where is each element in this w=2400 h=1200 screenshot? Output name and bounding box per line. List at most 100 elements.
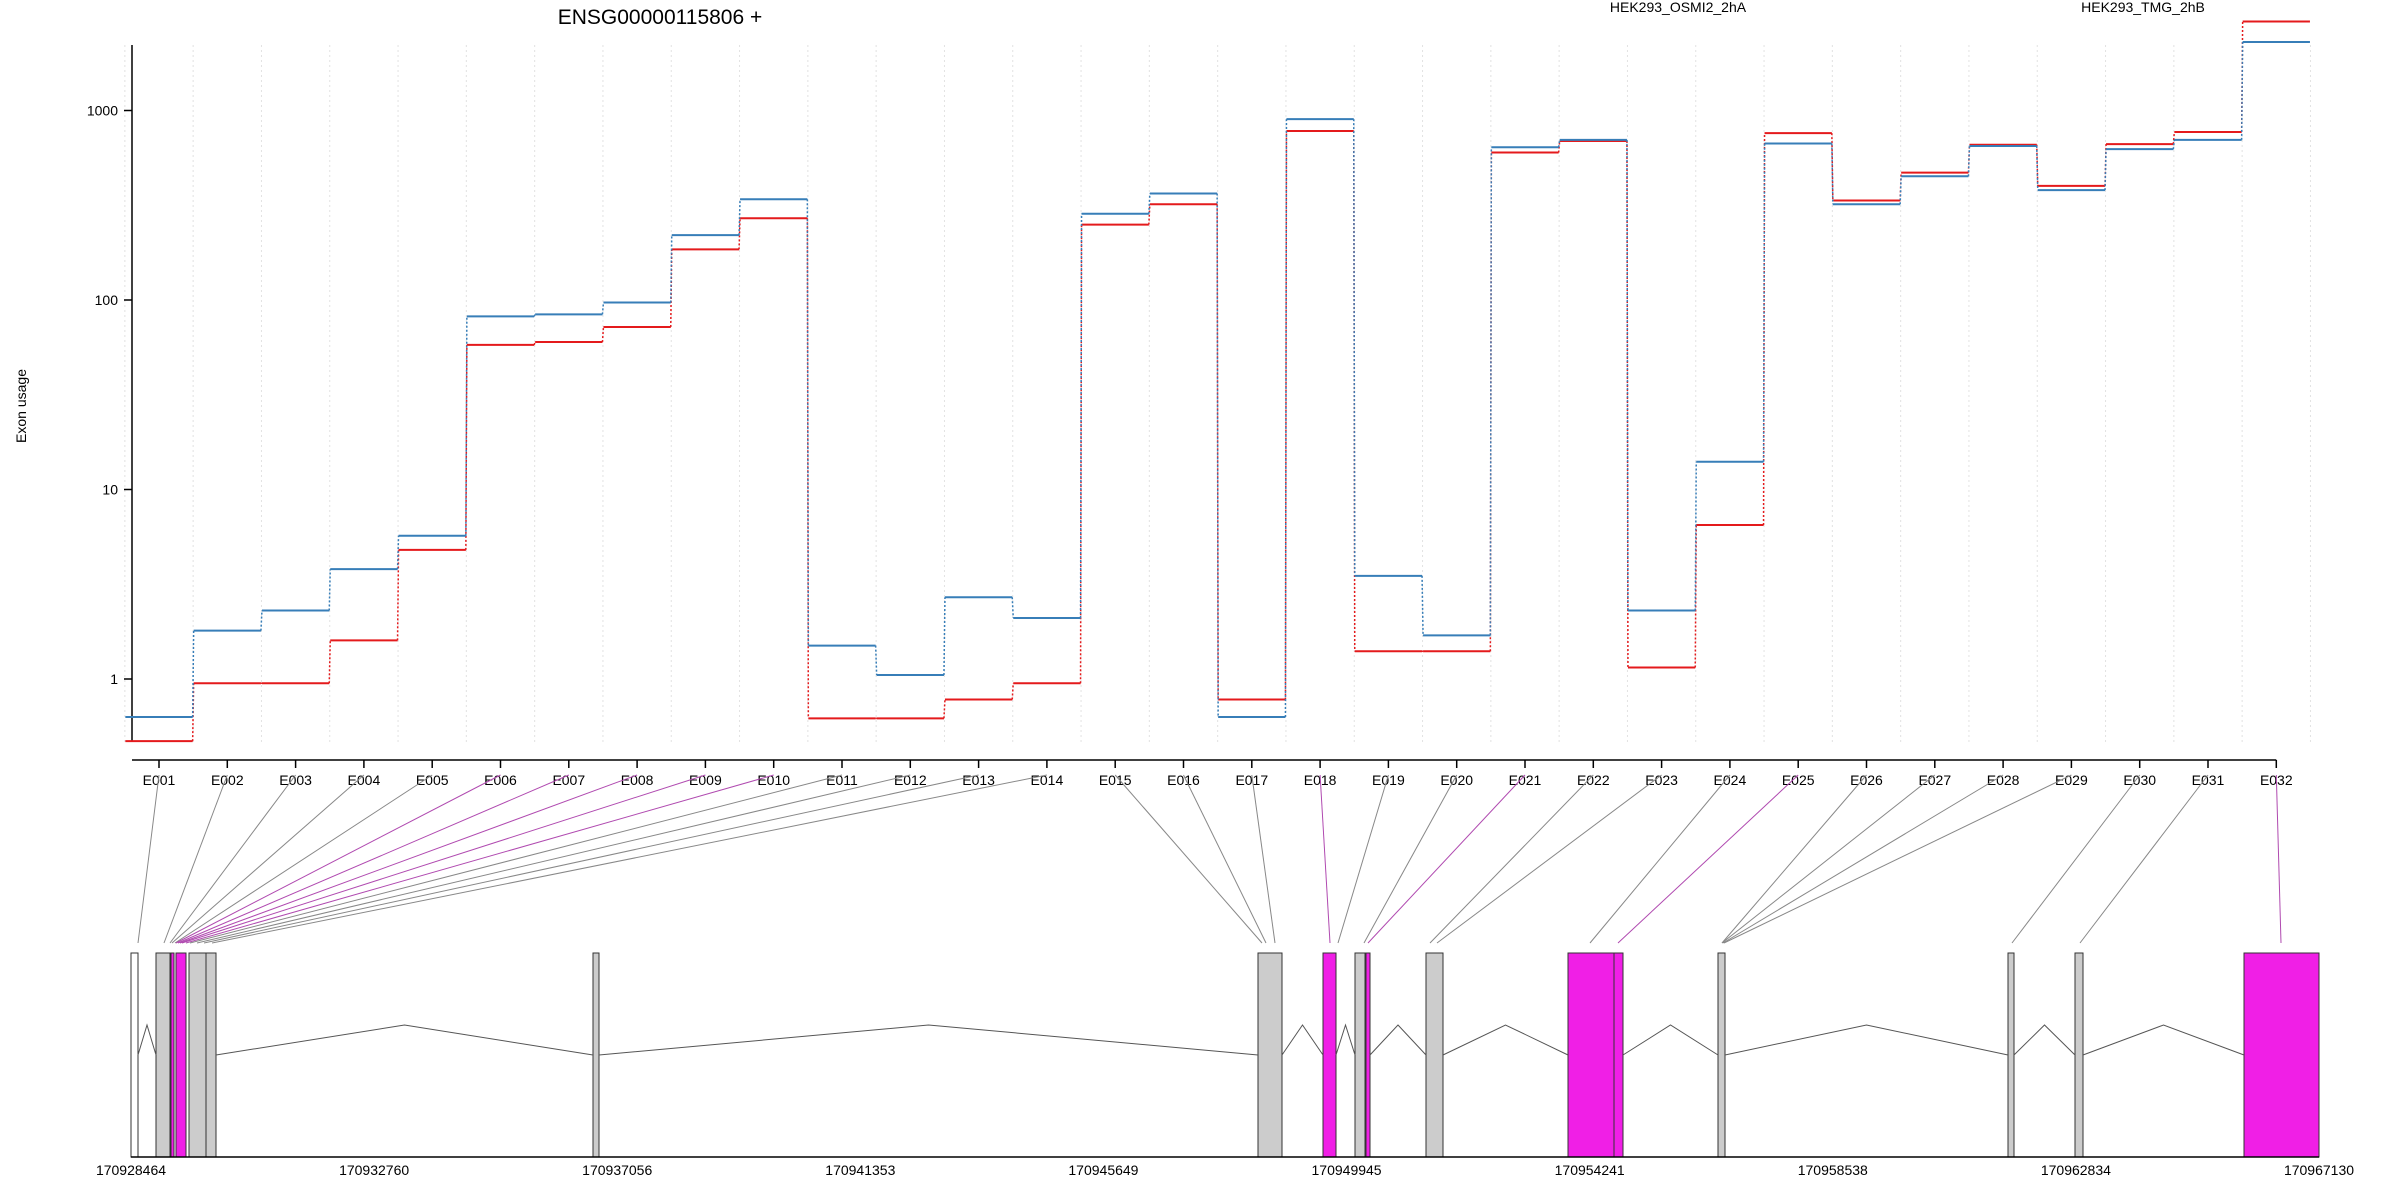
gene-model [130,952,2320,1158]
x-tick-label: E009 [689,772,722,788]
connector-segment [1489,147,1493,636]
x-tick-label: E013 [962,772,995,788]
exon-box-highlighted [2243,952,2320,1158]
genomic-tick-label: 170962834 [2041,1162,2111,1178]
connector-segment [601,302,605,315]
connector-segment [533,314,536,317]
x-tick-label: E024 [1714,772,1747,788]
intron-line [1622,1024,1719,1056]
connector-segment [943,597,946,675]
x-tick-label: E005 [416,772,449,788]
connector-segment [2240,21,2244,133]
connector-segment [738,199,741,236]
exon-connector [179,774,638,944]
exon-box [592,952,600,1158]
connector-segment [191,630,195,718]
exon-connector [1114,774,1263,944]
connector-segment [328,569,331,611]
connector-segment [465,316,468,536]
exon-connector [185,774,774,944]
exon-connector [1251,774,1276,944]
intron-line [1335,1023,1356,1056]
x-tick-label: E004 [348,772,381,788]
exon-connector [175,774,501,944]
connector-segment [943,699,946,719]
exon-connector-lines [137,774,2282,944]
connector-segment [2036,144,2039,186]
exon-connector [211,774,1047,944]
exon-box-highlighted [1613,952,1624,1158]
exon-connector [174,774,433,944]
exon-connector [1721,774,1936,944]
exon-connector [169,774,297,944]
x-tick-label: E017 [1235,772,1268,788]
x-axis: E001 E002 E003 E004 E005 E006 E007 E008 E009 E010… [132,759,2293,788]
connector-segment [1694,461,1697,611]
legend-item-tmg: HEK293_TMG_2hB [2081,0,2205,15]
connector-segment [2172,131,2176,145]
exon-box-highlighted [1365,952,1371,1158]
intron-line [2082,1024,2245,1056]
exon-box-highlighted [1322,952,1337,1158]
x-tick-label: E023 [1645,772,1678,788]
x-tick-label: E015 [1099,772,1132,788]
exon-box [2007,952,2015,1158]
exon-connector [181,774,706,944]
connector-segment [1011,683,1014,700]
connector-segment [1899,176,1902,205]
x-tick-label: E011 [826,772,858,788]
series-osmi2 [125,20,2310,743]
x-tick-label: E031 [2192,772,2225,788]
exon-box [155,952,171,1158]
exon-box [1354,952,1366,1158]
exon-connector [1429,774,1594,944]
exon-connector [2079,774,2209,944]
exon-connector [1722,774,2004,944]
connector-segment [1353,119,1356,576]
exon-connector [1183,774,1267,944]
x-tick-label: E029 [2055,772,2088,788]
intron-line [2013,1024,2076,1056]
connector-segment [1148,204,1151,225]
x-tick-label: E006 [484,772,517,788]
connector-segment [396,549,400,641]
exon-connector [1337,774,1389,944]
y-axis: 1 10 100 1000 [87,45,133,742]
exon-connector [171,774,365,944]
x-tick-label: E030 [2123,772,2156,788]
exon-connector [163,774,228,944]
intron-line [1281,1024,1324,1056]
genomic-tick-label: 170945649 [1068,1162,1138,1178]
exon-box [205,952,217,1158]
connector-segment [328,640,331,684]
intron-line [1442,1024,1569,1056]
connector-segment [1421,575,1424,636]
genomic-axis: 170928464 170932760 170937056 170941353 1709… [96,1156,2354,1178]
x-tick-label: E025 [1782,772,1815,788]
x-tick-label: E008 [621,772,654,788]
exon-box [1717,952,1726,1158]
intron-line [1724,1024,2009,1056]
intron-line [215,1024,594,1056]
connector-segment [260,610,263,631]
exon-connector [2275,774,2282,944]
y-tick-label: 1 [110,671,118,687]
connector-segment [738,218,741,250]
connector-segment [806,218,810,719]
genomic-tick-label: 170954241 [1555,1162,1625,1178]
x-tick-label: E027 [1918,772,1951,788]
y-tick-label: 10 [102,482,118,498]
exon-connector [1589,774,1731,944]
x-tick-label: E016 [1167,772,1200,788]
connector-segment [1831,133,1834,201]
connector-segment [2240,41,2244,140]
exon-box [1257,952,1283,1158]
connector-segment [1148,193,1151,214]
x-tick-label: E022 [1577,772,1610,788]
legend-item-osmi2: HEK293_OSMI2_2hA [1610,0,1747,15]
exon-box [1425,952,1444,1158]
x-tick-label: E019 [1372,772,1405,788]
exon-connector [196,774,911,944]
series-tmg [125,40,2310,719]
